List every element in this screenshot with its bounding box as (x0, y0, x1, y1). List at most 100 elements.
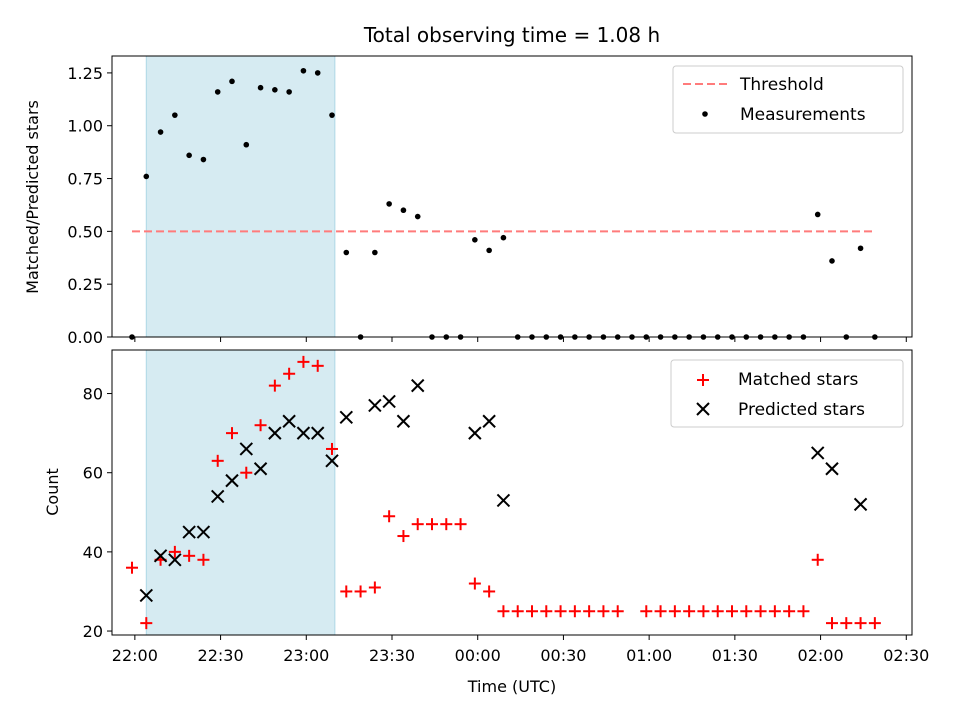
predicted-star-point (139, 588, 153, 603)
predicted-marker-b (811, 446, 825, 460)
matched-star-point (597, 605, 610, 618)
matched-star-point (397, 530, 410, 543)
top-y-tick-label: 1.00 (67, 117, 103, 136)
predicted-star-point (311, 426, 325, 440)
measurement-point (186, 152, 192, 159)
bottom-legend: Matched stars Predicted stars (670, 359, 904, 428)
matched-star-point (683, 605, 696, 618)
matched-star-point (511, 605, 524, 618)
measurement-point (814, 211, 821, 218)
predicted-star-point (396, 414, 411, 428)
matched-star-point (726, 605, 738, 618)
bottom-panel: 20 40 60 80 22:00 22:30 23:00 23:30 00:00 00:30 0… (43, 349, 929, 696)
matched-star-point (211, 454, 224, 467)
predicted-marker-b (268, 426, 282, 440)
predicted-marker-b (368, 398, 382, 413)
predicted-star-point (496, 493, 511, 508)
matched-star-point (711, 605, 724, 618)
measurement-point (214, 89, 221, 95)
predicted-marker-b (139, 588, 153, 603)
predicted-star-point (325, 454, 339, 468)
legend-matched-label: Matched stars (738, 370, 858, 390)
predicted-marker-b (825, 462, 839, 476)
predicted-star-point (411, 378, 425, 393)
measurement-point (272, 87, 278, 93)
predicted-marker-b (239, 442, 253, 456)
matched-star-point (454, 518, 467, 531)
matched-star-point (383, 510, 396, 523)
x-tick-label: 02:00 (798, 646, 844, 665)
predicted-marker-b (168, 553, 182, 567)
measurement-point (257, 84, 264, 91)
legend-predicted-label: Predicted stars (738, 400, 865, 420)
measurement-point (229, 78, 235, 85)
predicted-marker-b (482, 414, 496, 428)
matched-star-point (654, 605, 667, 618)
matched-star-point (854, 617, 867, 630)
measurement-point (172, 112, 178, 118)
bottom-x-axis: 22:00 22:30 23:00 23:30 00:00 00:30 01:00 01:30… (112, 635, 929, 665)
predicted-marker-b (253, 462, 268, 476)
predicted-star-point (239, 442, 253, 456)
predicted-star-point (268, 426, 282, 440)
top-y-tick-label: 0.25 (67, 275, 103, 294)
x-tick-label: 02:30 (883, 646, 929, 665)
bottom-y-tick-label: 80 (83, 385, 103, 404)
matched-star-point (868, 617, 881, 630)
matched-star-point (583, 605, 596, 618)
bottom-shaded-span (145, 349, 336, 636)
measurement-point (314, 70, 321, 76)
predicted-star-point (282, 414, 296, 428)
predicted-marker-b (411, 378, 425, 393)
matched-star-point (268, 379, 281, 392)
top-y-axis-label: Matched/Predicted stars (23, 100, 42, 294)
chart-title: Total observing time = 1.08 h (363, 23, 660, 47)
matched-star-point (611, 605, 624, 618)
predicted-star-point (253, 462, 268, 476)
matched-star-point (197, 553, 210, 566)
x-tick-label: 00:00 (455, 646, 501, 665)
matched-star-point (468, 577, 481, 590)
matched-star-point (811, 553, 824, 566)
bottom-legend-frame (670, 359, 904, 428)
predicted-marker-b (468, 426, 482, 440)
matched-star-point (483, 585, 496, 598)
matched-star-point (368, 581, 381, 594)
matched-star-point (283, 367, 296, 380)
predicted-star-point (168, 553, 182, 567)
matched-star-point (783, 605, 796, 618)
predicted-marker-b (225, 473, 239, 488)
predicted-star-point (811, 446, 825, 460)
predicted-marker-b (296, 426, 311, 440)
matched-star-point (497, 605, 510, 618)
matched-star-point (554, 605, 567, 618)
predicted-star-point (225, 473, 239, 488)
bottom-y-tick-label: 60 (83, 464, 103, 483)
bottom-plot-frame (111, 349, 913, 636)
bottom-y-axis: 20 40 60 80 (83, 385, 112, 641)
top-y-tick-label: 0.75 (67, 170, 103, 189)
measurement-point (386, 201, 392, 207)
predicted-star-point (853, 497, 868, 512)
predicted-marker-b (282, 414, 296, 428)
matched-star-point (240, 466, 253, 479)
top-y-tick-label: 0.50 (67, 222, 103, 241)
matched-star-point (311, 359, 324, 372)
matched-star-point (411, 518, 424, 531)
top-y-tick-label: 1.25 (67, 64, 103, 83)
matched-star-point (140, 617, 153, 630)
matched-star-point (226, 427, 238, 440)
x-tick-label: 00:30 (540, 646, 586, 665)
predicted-star-point (825, 462, 839, 476)
x-tick-label: 22:30 (198, 646, 244, 665)
matched-star-point (126, 561, 138, 574)
matched-star-point (183, 549, 196, 562)
x-tick-label: 23:30 (369, 646, 415, 665)
predicted-marker-b (196, 525, 211, 539)
predicted-marker-b (211, 489, 225, 504)
x-tick-label: 01:30 (712, 646, 758, 665)
matched-star-point (354, 585, 367, 598)
predicted-star-point (296, 426, 311, 440)
top-y-axis: 0.00 0.25 0.50 0.75 1.00 1.25 (67, 64, 112, 347)
